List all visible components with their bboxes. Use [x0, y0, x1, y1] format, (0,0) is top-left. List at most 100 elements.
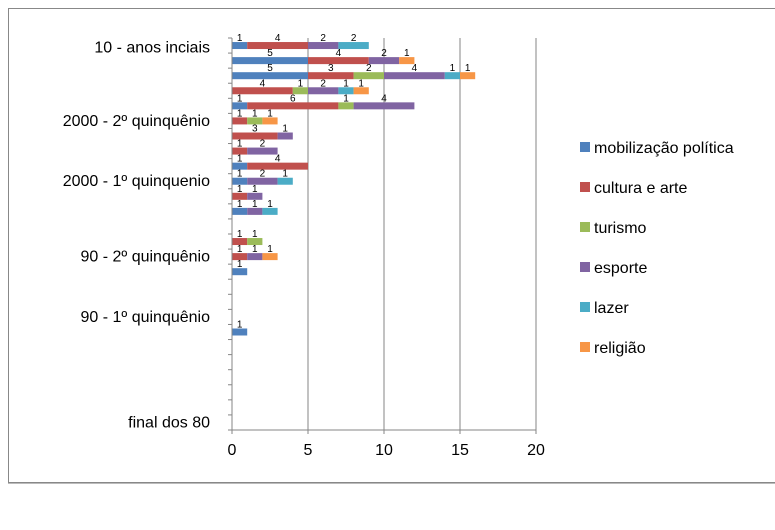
- legend-swatch-0: [580, 142, 590, 152]
- bar-row3-esporte: [308, 87, 339, 95]
- bar-row0-lazer: [338, 42, 369, 50]
- chart-frame: [8, 8, 775, 483]
- gridlines: [307, 38, 537, 430]
- legend-label-4: lazer: [594, 300, 629, 317]
- data-label-row8-s0: 1: [237, 154, 243, 165]
- data-label-row1-s1: 4: [336, 48, 342, 59]
- legend-label-1: cultura e arte: [594, 180, 687, 197]
- bar-row4-mobilização-política: [232, 102, 248, 110]
- data-label-row5-s2: 1: [252, 108, 258, 119]
- data-label-row15-s0: 1: [237, 259, 243, 270]
- bar-row9-mobilização-política: [232, 177, 248, 185]
- bar-row6-esporte: [277, 132, 293, 140]
- category-label-0: 10 - anos inciais: [94, 40, 210, 57]
- data-label-row0-s0: 1: [237, 33, 243, 44]
- bar-row0-cultura-e-arte: [247, 42, 308, 50]
- data-label-row11-s3: 1: [252, 199, 258, 210]
- data-label-row13-s1: 1: [237, 229, 243, 240]
- bar-row2-lazer: [444, 72, 460, 80]
- bar-row0-mobilização-política: [232, 42, 248, 50]
- data-label-row3-s3: 2: [320, 78, 326, 89]
- bar-row2-religião: [460, 72, 476, 80]
- data-label-row5-s5: 1: [267, 108, 273, 119]
- category-label-3: 90 - 2º quinquênio: [81, 249, 211, 266]
- bar-row11-esporte: [247, 207, 263, 215]
- bar-row1-esporte: [368, 57, 400, 65]
- legend-swatch-4: [580, 302, 590, 312]
- data-label-row1-s5: 1: [404, 48, 410, 59]
- data-label-row14-s3: 1: [252, 244, 258, 255]
- legend-swatch-5: [580, 342, 590, 352]
- bar-row1-mobilização-política: [232, 57, 308, 65]
- data-label-row1-s0: 5: [267, 48, 273, 59]
- x-tick-label-20: 20: [527, 442, 545, 459]
- data-label-row3-s1: 4: [260, 78, 266, 89]
- legend-label-2: turismo: [594, 220, 647, 237]
- x-tick-label-10: 10: [375, 442, 393, 459]
- bar-row3-religião: [353, 87, 369, 95]
- x-tick-label-0: 0: [228, 442, 237, 459]
- bar-row5-religião: [262, 117, 278, 125]
- legend-label-3: esporte: [594, 260, 647, 277]
- bar-row10-esporte: [247, 192, 263, 200]
- data-label-row0-s3: 2: [320, 33, 326, 44]
- bar-row11-mobilização-política: [232, 207, 248, 215]
- category-label-2: 2000 - 1º quinquenio: [63, 173, 210, 190]
- bar-row5-cultura-e-arte: [232, 117, 248, 125]
- bar-row15-mobilização-política: [232, 268, 248, 276]
- data-labels: 1 4 2 25 4 2 15 3 2 4 1 14 1 2 1 11 6 1 41 1 13 11 21 41 2 11 11 1 1…: [237, 33, 471, 330]
- bar-row19-mobilização-política: [232, 328, 248, 336]
- bar-row2-cultura-e-arte: [308, 72, 354, 80]
- legend-swatch-1: [580, 182, 590, 192]
- data-label-row6-s1: 3: [252, 124, 258, 135]
- legend: mobilização política cultura e arte turism…: [580, 140, 734, 357]
- data-label-row7-s3: 2: [260, 139, 266, 150]
- data-label-row4-s2: 1: [343, 93, 349, 104]
- data-label-row4-s3: 4: [381, 93, 387, 104]
- bar-row5-turismo: [247, 117, 263, 125]
- bar-row13-cultura-e-arte: [232, 238, 248, 246]
- legend-label-5: religião: [594, 340, 646, 357]
- legend-swatch-2: [580, 222, 590, 232]
- data-label-row4-s1: 6: [290, 93, 296, 104]
- data-label-row2-s1: 3: [328, 63, 334, 74]
- data-label-row10-s1: 1: [237, 184, 243, 195]
- data-label-row2-s0: 5: [267, 63, 273, 74]
- data-label-row2-s5: 1: [465, 63, 471, 74]
- bar-row11-lazer: [262, 207, 278, 215]
- bar-row7-esporte: [247, 147, 278, 155]
- bar-row1-cultura-e-arte: [308, 57, 369, 65]
- data-label-row19-s0: 1: [237, 320, 243, 331]
- bar-row3-lazer: [338, 87, 354, 95]
- data-label-row3-s2: 1: [298, 78, 304, 89]
- bar-row4-turismo: [338, 102, 354, 110]
- bar-row2-esporte: [384, 72, 445, 80]
- data-label-row14-s1: 1: [237, 244, 243, 255]
- x-tick-label-15: 15: [451, 442, 469, 459]
- data-label-row11-s0: 1: [237, 199, 243, 210]
- data-label-row9-s0: 1: [237, 169, 243, 180]
- data-label-row6-s3: 1: [282, 124, 288, 135]
- data-label-row10-s3: 1: [252, 184, 258, 195]
- data-label-row1-s3: 2: [381, 48, 387, 59]
- category-label-1: 2000 - 2º quinquênio: [63, 113, 210, 130]
- chart-frame-bottom-divider: [8, 483, 775, 484]
- data-label-row3-s4: 1: [343, 78, 349, 89]
- data-label-row3-s5: 1: [358, 78, 364, 89]
- data-label-row9-s3: 2: [260, 169, 266, 180]
- bar-row14-esporte: [247, 253, 263, 261]
- data-label-row2-s2: 2: [366, 63, 372, 74]
- data-label-row2-s3: 4: [412, 63, 418, 74]
- x-tick-label-5: 5: [304, 442, 313, 459]
- bar-row14-religião: [262, 253, 278, 261]
- data-label-row5-s1: 1: [237, 108, 243, 119]
- bar-row6-cultura-e-arte: [232, 132, 278, 140]
- bar-row8-cultura-e-arte: [247, 162, 308, 170]
- legend-swatch-3: [580, 262, 590, 272]
- data-label-row0-s1: 4: [275, 33, 281, 44]
- bar-row0-esporte: [308, 42, 339, 50]
- bar-row9-esporte: [247, 177, 278, 185]
- bar-row4-esporte: [353, 102, 415, 110]
